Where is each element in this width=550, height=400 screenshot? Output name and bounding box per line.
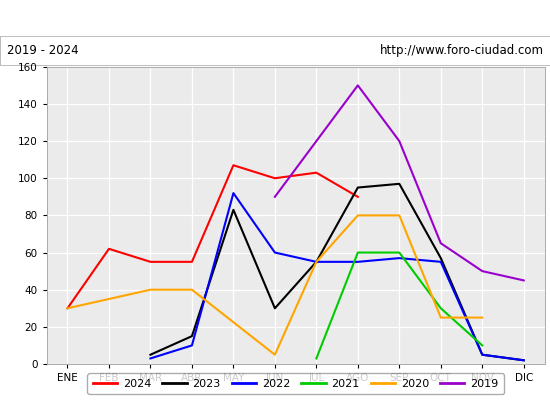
Legend: 2024, 2023, 2022, 2021, 2020, 2019: 2024, 2023, 2022, 2021, 2020, 2019 [87, 373, 504, 394]
Text: Evolucion Nº Turistas Extranjeros en el municipio de Loarre: Evolucion Nº Turistas Extranjeros en el … [70, 10, 480, 24]
Text: 2019 - 2024: 2019 - 2024 [7, 44, 78, 57]
Text: http://www.foro-ciudad.com: http://www.foro-ciudad.com [379, 44, 543, 57]
